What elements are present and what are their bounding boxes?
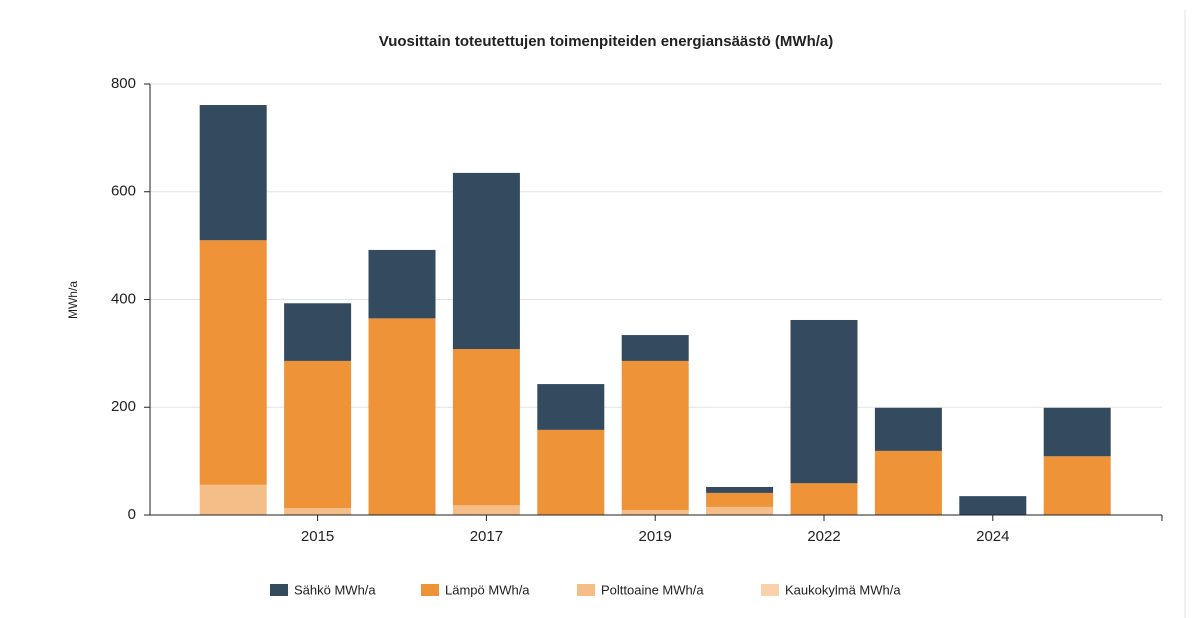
- bar-segment: [452, 172, 520, 350]
- y-tick-label: 0: [128, 506, 136, 523]
- bar-segment: [284, 303, 352, 361]
- y-tick-label: 400: [111, 290, 136, 307]
- x-tick-label: 2017: [470, 528, 503, 545]
- x-tick-label: 2015: [301, 528, 334, 545]
- chart-title: Vuosittain toteutettujen toimenpiteiden …: [379, 33, 833, 50]
- y-tick-label: 200: [111, 398, 136, 415]
- bar-segment: [1043, 456, 1111, 515]
- bar-segment: [537, 384, 605, 430]
- x-tick-label: 2022: [807, 528, 840, 545]
- legend-swatch: [761, 584, 779, 596]
- legend-swatch: [270, 584, 288, 596]
- bar-segment: [1043, 407, 1111, 457]
- bar-segment: [874, 450, 942, 515]
- legend-swatch: [577, 584, 595, 596]
- bar-segment: [537, 429, 605, 515]
- legend-label: Kaukokylmä MWh/a: [785, 582, 901, 597]
- bar-segment: [790, 483, 858, 515]
- legend-label: Sähkö MWh/a: [294, 582, 376, 597]
- bar-segment: [621, 335, 689, 361]
- bar-segment: [706, 506, 774, 515]
- bar-segment: [368, 318, 436, 515]
- bar-segment: [621, 510, 689, 515]
- x-tick-label: 2019: [639, 528, 672, 545]
- x-tick-label: 2024: [976, 528, 1009, 545]
- bar-segment: [874, 407, 942, 451]
- y-tick-label: 800: [111, 75, 136, 92]
- legend-label: Lämpö MWh/a: [445, 582, 530, 597]
- bar-segment: [959, 496, 1027, 515]
- bar-segment: [284, 360, 352, 508]
- y-tick-label: 600: [111, 183, 136, 200]
- bar-segment: [706, 486, 774, 493]
- bar-segment: [199, 240, 267, 485]
- bar-segment: [452, 505, 520, 515]
- legend-swatch: [421, 584, 439, 596]
- bar-segment: [199, 105, 267, 241]
- bar-segment: [452, 349, 520, 506]
- bar-segment: [368, 249, 436, 319]
- bar-segment: [621, 360, 689, 511]
- bar-segment: [706, 492, 774, 507]
- legend-label: Polttoaine MWh/a: [601, 582, 704, 597]
- bar-segment: [284, 507, 352, 515]
- y-axis-label: MWh/a: [66, 281, 80, 319]
- bar-segment: [199, 484, 267, 515]
- bar-segment: [790, 319, 858, 484]
